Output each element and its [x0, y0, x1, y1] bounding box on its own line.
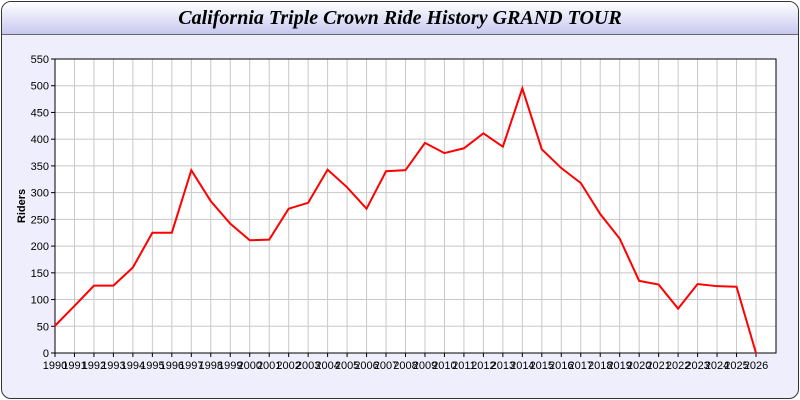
y-tick-label: 100 — [31, 295, 49, 307]
x-tick-label: 2005 — [335, 360, 359, 372]
x-tick-label: 2020 — [627, 360, 651, 372]
x-tick-label: 1998 — [199, 360, 223, 372]
data-point — [638, 280, 640, 282]
data-point — [171, 231, 173, 234]
x-tick-label: 2018 — [588, 360, 612, 372]
data-point — [657, 283, 660, 286]
x-tick-label: 2006 — [354, 360, 378, 372]
data-point — [755, 352, 757, 354]
x-tick-label: 2008 — [393, 360, 417, 372]
data-point — [424, 142, 426, 144]
data-point — [112, 284, 115, 287]
x-tick-label: 1995 — [140, 360, 164, 372]
x-tick-label: 1994 — [121, 360, 145, 372]
y-tick-label: 200 — [31, 241, 49, 253]
data-point — [365, 207, 368, 210]
x-tick-label: 2016 — [549, 360, 573, 372]
data-point — [463, 147, 465, 150]
data-point — [677, 307, 679, 310]
data-point — [599, 213, 602, 215]
x-tick-label: 2017 — [569, 360, 593, 372]
plot-area — [55, 59, 776, 353]
x-tick-label: 2021 — [646, 360, 670, 372]
data-point — [287, 207, 290, 210]
data-point — [346, 186, 348, 189]
data-point — [385, 170, 387, 173]
y-tick-label: 250 — [31, 214, 49, 226]
y-tick-label: 300 — [31, 188, 49, 200]
x-tick-label: 2009 — [413, 360, 437, 372]
data-point — [502, 145, 504, 148]
data-point — [73, 305, 76, 307]
y-tick-label: 450 — [31, 107, 49, 119]
x-tick-label: 2023 — [685, 360, 709, 372]
chart-title: California Triple Crown Ride History GRA… — [178, 7, 622, 29]
x-tick-label: 2001 — [257, 360, 281, 372]
data-point — [190, 169, 193, 171]
x-tick-label: 1997 — [179, 360, 203, 372]
x-tick-label: 2003 — [296, 360, 320, 372]
x-tick-label: 1996 — [160, 360, 184, 372]
x-tick-label: 2012 — [471, 360, 495, 372]
data-point — [560, 167, 563, 169]
data-point — [618, 237, 621, 240]
data-point — [696, 283, 699, 285]
data-point — [443, 152, 446, 154]
x-tick-label: 2026 — [744, 360, 768, 372]
x-tick-label: 2013 — [491, 360, 515, 372]
y-tick-label: 500 — [31, 81, 49, 93]
x-tick-label: 1990 — [43, 360, 67, 372]
data-point — [307, 201, 309, 204]
x-tick-label: 2002 — [276, 360, 300, 372]
x-tick-label: 2019 — [607, 360, 631, 372]
data-point — [209, 200, 212, 202]
data-point — [151, 231, 154, 234]
x-tick-label: 2014 — [510, 360, 534, 372]
data-point — [482, 132, 485, 135]
data-point — [248, 239, 251, 242]
y-axis-label: Riders — [16, 189, 28, 223]
data-point — [735, 285, 738, 288]
title-bar: California Triple Crown Ride History GRA… — [2, 2, 798, 35]
data-point — [54, 324, 56, 327]
plot-border — [54, 58, 777, 354]
x-tick-label: 2000 — [237, 360, 261, 372]
data-point — [268, 238, 270, 241]
y-tick-label: 50 — [37, 321, 49, 333]
x-tick-label: 2024 — [705, 360, 729, 372]
x-tick-label: 1992 — [82, 360, 106, 372]
data-point — [132, 266, 134, 269]
data-point — [521, 87, 524, 90]
x-tick-label: 2025 — [724, 360, 748, 372]
y-tick-label: 400 — [31, 134, 49, 146]
x-tick-label: 2015 — [530, 360, 554, 372]
x-tick-label: 2011 — [452, 360, 476, 372]
x-tick-label: 2010 — [432, 360, 456, 372]
data-point — [541, 148, 543, 151]
y-tick-label: 350 — [31, 161, 49, 173]
y-tick-label: 550 — [31, 54, 49, 66]
x-tick-label: 2007 — [374, 360, 398, 372]
data-point — [716, 285, 718, 287]
x-tick-label: 1993 — [101, 360, 125, 372]
y-tick-label: 0 — [43, 348, 49, 360]
x-tick-label: 2022 — [666, 360, 690, 372]
data-point — [93, 284, 95, 287]
data-point — [229, 222, 232, 225]
y-tick-label: 150 — [31, 268, 49, 280]
x-tick-label: 1991 — [62, 360, 86, 372]
data-point — [326, 168, 329, 171]
data-point — [404, 169, 407, 171]
x-tick-label: 1999 — [218, 360, 242, 372]
x-tick-label: 2004 — [315, 360, 339, 372]
data-point — [579, 182, 582, 184]
